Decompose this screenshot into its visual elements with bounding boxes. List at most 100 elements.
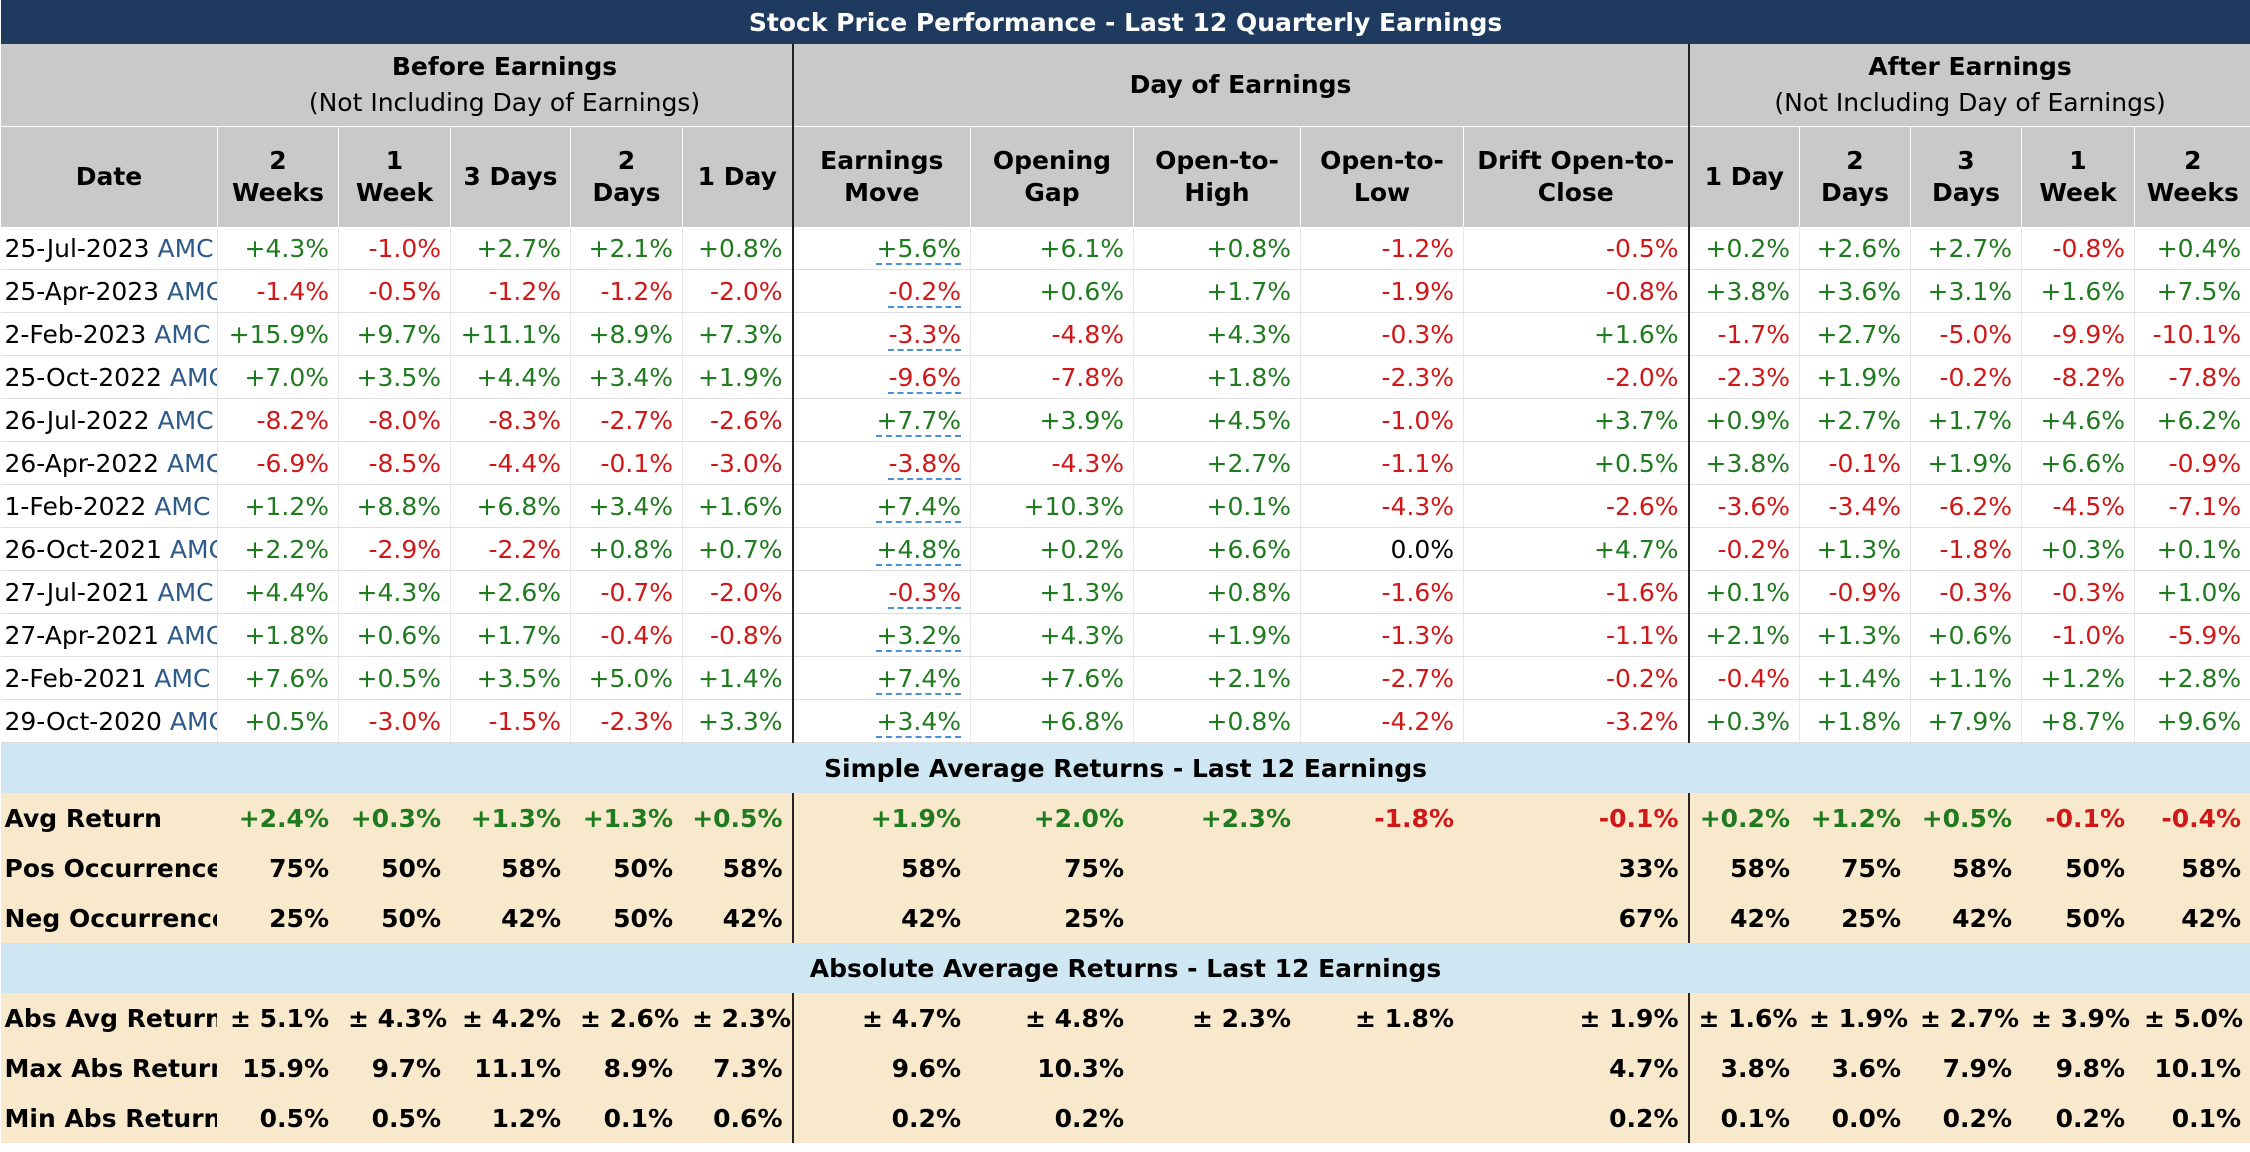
- summary-value: ± 2.7%: [1910, 993, 2022, 1043]
- value-cell: +1.6%: [1463, 312, 1690, 356]
- cell-value: +0.1%: [2156, 534, 2242, 564]
- cell-value: +1.6%: [1594, 319, 1679, 349]
- cell-value: -1.2%: [1381, 233, 1454, 263]
- summary-value-text: +1.2%: [1810, 803, 1901, 833]
- value-cell: -7.8%: [2134, 355, 2250, 399]
- summary-value: 0.1%: [2134, 1093, 2250, 1143]
- group-header-after: After Earnings (Not Including Day of Ear…: [1688, 44, 2250, 127]
- cell-value: +7.6%: [1039, 663, 1124, 693]
- cell-value: -1.4%: [256, 276, 329, 306]
- cell-value: +0.7%: [698, 534, 783, 564]
- value-cell: +4.6%: [2021, 398, 2135, 442]
- cell-value: +0.6%: [1039, 276, 1124, 306]
- summary-value: 25%: [217, 893, 339, 943]
- earnings-move-cell[interactable]: -0.2%: [792, 269, 971, 313]
- summary-value: ± 4.7%: [792, 993, 971, 1043]
- value-cell: +6.6%: [1133, 527, 1301, 571]
- earnings-move-cell[interactable]: +7.7%: [792, 398, 971, 442]
- summary-value-text: -1.8%: [1374, 803, 1454, 833]
- value-cell: -3.0%: [338, 699, 451, 743]
- value-cell: -0.4%: [1688, 656, 1800, 700]
- column-header: 2 Weeks: [2133, 126, 2250, 227]
- summary-value: [1300, 1093, 1464, 1143]
- earnings-move-cell[interactable]: +3.4%: [792, 699, 971, 743]
- cell-value: +1.3%: [1816, 620, 1901, 650]
- value-cell: +8.9%: [570, 312, 683, 356]
- summary-value-text: 0.0%: [1831, 1103, 1901, 1133]
- summary-value-text: 50%: [613, 853, 673, 883]
- cell-value: -1.0%: [2052, 620, 2125, 650]
- value-cell: +1.9%: [682, 355, 794, 399]
- cell-value: +2.6%: [1816, 233, 1901, 263]
- earnings-move-cell[interactable]: +3.2%: [792, 613, 971, 657]
- cell-value: +0.8%: [1206, 577, 1291, 607]
- summary-value: ± 3.9%: [2021, 993, 2135, 1043]
- summary-value: [1133, 1093, 1301, 1143]
- cell-value: -0.8%: [1605, 276, 1679, 306]
- summary-value-text: 11.1%: [474, 1053, 561, 1083]
- ticker-label: AMC: [169, 706, 217, 736]
- value-cell: +7.6%: [217, 656, 339, 700]
- absolute-average-title: Absolute Average Returns - Last 12 Earni…: [0, 943, 2250, 993]
- value-cell: -7.8%: [970, 355, 1134, 399]
- value-cell: -2.0%: [682, 570, 794, 614]
- value-cell: -0.3%: [1910, 570, 2022, 614]
- cell-value: -4.5%: [2052, 491, 2125, 521]
- value-cell: -2.9%: [338, 527, 451, 571]
- summary-value: ± 4.3%: [338, 993, 451, 1043]
- value-cell: +4.7%: [1463, 527, 1690, 571]
- cell-value: +0.5%: [244, 706, 329, 736]
- group-before-subtitle: (Not Including Day of Earnings): [308, 88, 701, 117]
- cell-value: +6.6%: [2040, 448, 2125, 478]
- value-cell: +3.8%: [1688, 441, 1800, 485]
- cell-value: +6.6%: [1206, 534, 1291, 564]
- summary-value: +2.4%: [217, 793, 339, 843]
- value-cell: +1.9%: [1910, 441, 2022, 485]
- summary-value: 9.8%: [2021, 1043, 2135, 1093]
- value-cell: -0.1%: [570, 441, 683, 485]
- earnings-move-cell[interactable]: -9.6%: [792, 355, 971, 399]
- earnings-move-cell[interactable]: -3.3%: [792, 312, 971, 356]
- summary-value: 0.0%: [1799, 1093, 1911, 1143]
- value-cell: -1.2%: [570, 269, 683, 313]
- earnings-move-cell[interactable]: +7.4%: [792, 656, 971, 700]
- summary-value: +2.3%: [1133, 793, 1301, 843]
- summary-value: 9.6%: [792, 1043, 971, 1093]
- summary-value: +1.2%: [1799, 793, 1911, 843]
- summary-label: Neg Occurrences: [0, 893, 218, 943]
- cell-value: +0.3%: [1705, 706, 1790, 736]
- value-cell: +0.6%: [970, 269, 1134, 313]
- value-cell: -4.2%: [1300, 699, 1464, 743]
- value-cell: -8.0%: [338, 398, 451, 442]
- summary-value-text: 0.2%: [1609, 1103, 1679, 1133]
- summary-value-text: 9.7%: [371, 1053, 441, 1083]
- earnings-move-cell[interactable]: -3.8%: [792, 441, 971, 485]
- earnings-move-cell[interactable]: +5.6%: [792, 227, 971, 270]
- cell-value: +8.9%: [588, 319, 673, 349]
- earnings-move-cell[interactable]: +4.8%: [792, 527, 971, 571]
- value-cell: -0.7%: [570, 570, 683, 614]
- ticker-label: AMC: [167, 620, 216, 650]
- cell-value: +3.4%: [588, 362, 673, 392]
- earnings-move-cell[interactable]: +7.4%: [792, 484, 971, 528]
- cell-value: +3.5%: [356, 362, 441, 392]
- cell-value: -8.2%: [256, 405, 329, 435]
- summary-value: 33%: [1463, 843, 1690, 893]
- cell-value: -0.2%: [888, 276, 961, 306]
- summary-value-text: 42%: [1730, 903, 1790, 933]
- value-cell: +3.9%: [970, 398, 1134, 442]
- cell-value: +4.7%: [1594, 534, 1679, 564]
- value-cell: +2.7%: [1910, 227, 2022, 270]
- summary-value: 1.2%: [450, 1093, 571, 1143]
- cell-value: -2.9%: [368, 534, 441, 564]
- value-cell: -0.5%: [1463, 227, 1690, 270]
- cell-value: +9.7%: [356, 319, 441, 349]
- summary-value: ± 1.8%: [1300, 993, 1464, 1043]
- summary-value-text: +1.9%: [870, 803, 961, 833]
- cell-value: +1.1%: [1927, 663, 2012, 693]
- earnings-move-cell[interactable]: -0.3%: [792, 570, 971, 614]
- cell-value: +1.8%: [244, 620, 329, 650]
- summary-value-text: 42%: [501, 903, 561, 933]
- summary-value: 0.2%: [970, 1093, 1134, 1143]
- cell-value: -0.9%: [2168, 448, 2242, 478]
